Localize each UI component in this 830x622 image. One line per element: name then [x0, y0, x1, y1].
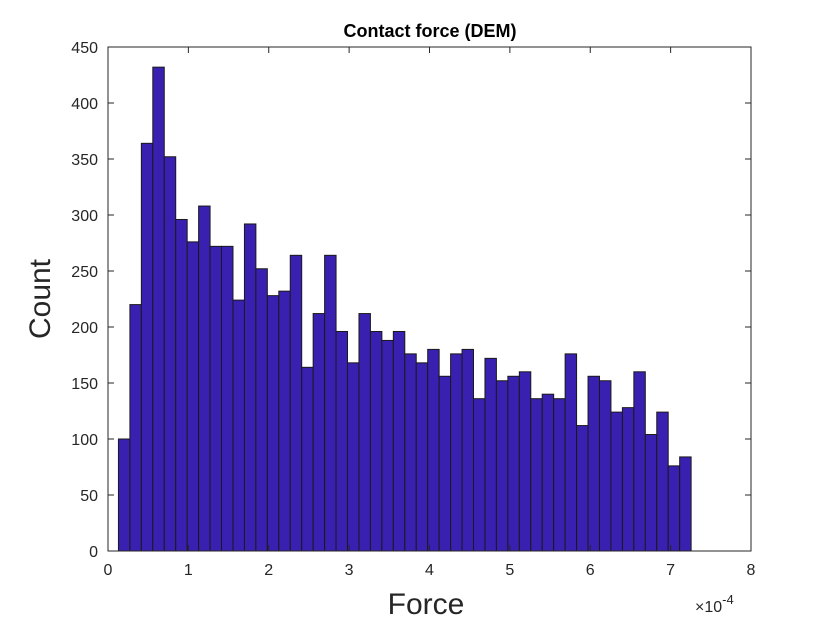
histogram-bar: [553, 398, 566, 552]
histogram-bar: [495, 380, 509, 552]
histogram-bar: [186, 241, 200, 552]
histogram-bar: [679, 456, 692, 552]
y-tick-label: 350: [71, 152, 98, 169]
x-tick-label: 6: [586, 562, 595, 579]
histogram-bar: [541, 393, 555, 552]
histogram-bar: [289, 254, 303, 552]
histogram-bar: [198, 205, 211, 552]
histogram-bar: [473, 398, 486, 552]
histogram-bar: [301, 366, 314, 552]
histogram-bar: [129, 304, 142, 552]
histogram-bar: [587, 375, 600, 552]
y-axis-label: Count: [24, 258, 57, 339]
y-tick-label: 100: [71, 432, 98, 449]
histogram-bar: [484, 357, 497, 552]
x-tick-label: 3: [345, 562, 354, 579]
histogram-bar: [621, 407, 635, 552]
histogram-bar: [221, 245, 234, 552]
histogram-bar: [633, 371, 646, 552]
x-tick-label: 8: [747, 562, 756, 579]
histogram-bar: [117, 438, 131, 552]
histogram-bar: [152, 66, 165, 552]
histogram-bar: [461, 348, 475, 552]
histogram-bar: [243, 223, 257, 552]
histogram-bar: [530, 398, 543, 552]
histogram-bar: [415, 362, 429, 552]
histogram-bar: [667, 465, 681, 552]
y-tick-label: 50: [80, 488, 98, 505]
histogram-bar: [507, 375, 520, 552]
histogram-bar: [427, 348, 440, 552]
y-tick-label: 400: [71, 96, 98, 113]
histogram-bar: [564, 353, 578, 552]
histogram-bar: [324, 254, 337, 552]
ticks-group: 0 1 2 3 4 5 6 7 8 0 50 100 150 200 250 300 350 400 450: [71, 40, 755, 579]
x-tick-label: 2: [264, 562, 273, 579]
histogram-bar: [175, 218, 188, 552]
histogram-bar: [381, 339, 394, 552]
histogram-bar: [347, 362, 360, 552]
histogram-bar: [358, 313, 371, 552]
histogram-bar: [266, 295, 280, 552]
histogram-bar: [163, 156, 177, 552]
histogram-bar: [209, 245, 223, 552]
y-tick-label: 450: [71, 40, 98, 57]
x-tick-label: 1: [184, 562, 193, 579]
chart-title: Contact force (DEM): [343, 21, 516, 41]
y-tick-label: 200: [71, 320, 98, 337]
histogram-bar: [518, 371, 532, 552]
y-tick-label: 300: [71, 208, 98, 225]
histogram-bar: [450, 353, 463, 552]
y-tick-label: 250: [71, 264, 98, 281]
histogram-bar: [438, 375, 452, 552]
histogram-bar: [576, 425, 589, 552]
x-axis-label: Force: [388, 588, 465, 621]
x-tick-label: 5: [505, 562, 514, 579]
x-exponent-base: ×10: [695, 599, 722, 616]
histogram-bar: [369, 330, 383, 552]
histogram-bar: [312, 313, 326, 552]
y-tick-label: 150: [71, 376, 98, 393]
histogram-bar: [255, 268, 268, 552]
x-exponent-label: ×10-4: [695, 592, 734, 616]
histogram-bar: [644, 434, 658, 552]
histogram-bar: [656, 411, 669, 552]
histogram-bar: [278, 290, 291, 552]
x-tick-label: 7: [666, 562, 675, 579]
histogram-bar: [404, 353, 417, 552]
y-tick-label: 0: [89, 544, 98, 561]
x-tick-label: 4: [425, 562, 434, 579]
histogram-bar: [140, 142, 154, 552]
histogram-bar: [598, 380, 612, 552]
histogram-bar: [610, 411, 623, 552]
x-tick-label: 0: [104, 562, 113, 579]
histogram-bar: [335, 330, 349, 552]
histogram-bar: [392, 330, 406, 552]
x-exponent-power: -4: [722, 592, 734, 607]
histogram-bar: [232, 299, 245, 552]
